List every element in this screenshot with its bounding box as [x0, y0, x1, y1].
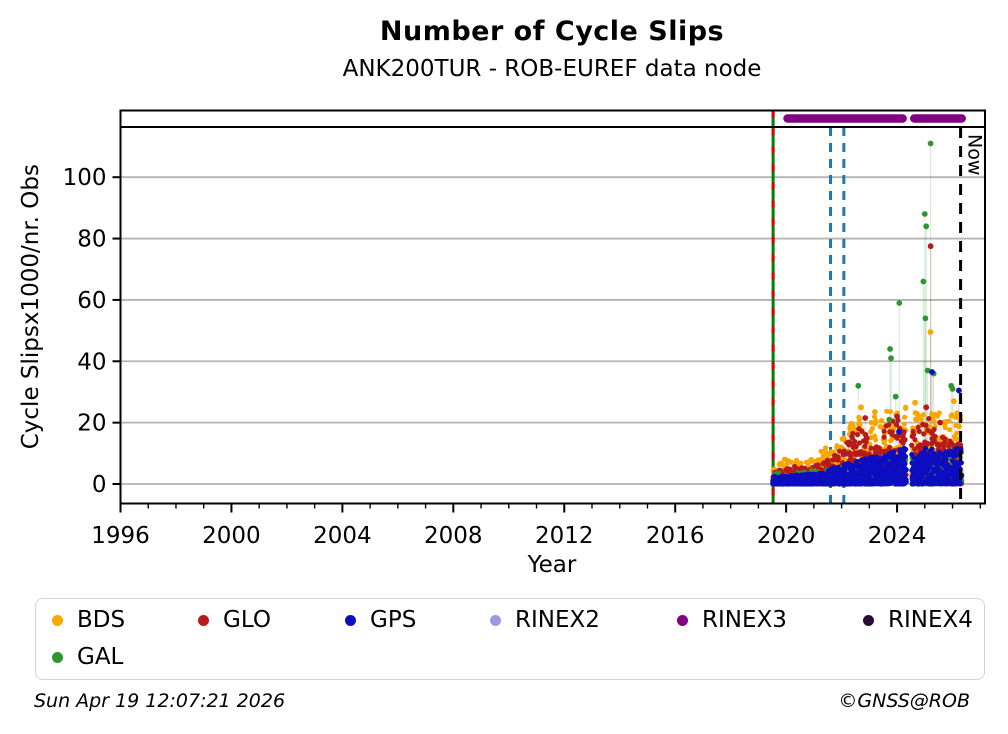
scatter-plot: Now 1996 2000 2004 2008 2012 2016 2020 2024 0 20 40… — [63, 109, 986, 549]
rinex2-marker-icon — [490, 614, 501, 626]
y-tick-label-80: 80 — [77, 227, 106, 253]
outlier-glo — [894, 413, 900, 420]
legend-item-gps: GPS — [345, 605, 416, 635]
plot-timestamp: Sun Apr 19 12:07:21 2026 — [34, 690, 286, 712]
outlier-bds — [927, 329, 934, 335]
outlier-gal — [921, 211, 928, 217]
y-tick-label-100: 100 — [63, 165, 107, 191]
gps-marker-icon — [345, 614, 356, 626]
outlier-bds — [912, 399, 918, 406]
page-subtitle: ANK200TUR - ROB-EUREF data node — [342, 56, 762, 82]
x-tick-label-2016: 2016 — [646, 523, 705, 549]
outlier-glo — [927, 243, 934, 250]
outlier-bds — [951, 398, 957, 405]
outlier-gal — [927, 140, 934, 147]
x-tick-label-2024: 2024 — [868, 523, 927, 549]
x-tick-label-1996: 1996 — [91, 523, 150, 549]
outlier-gal — [886, 416, 893, 423]
legend-item-rinex3: RINEX3 — [677, 605, 787, 635]
legend-item-glo: GLO — [198, 605, 271, 635]
bds-marker-icon — [52, 614, 63, 626]
outlier-bds — [872, 409, 878, 415]
x-tick-label-2012: 2012 — [535, 523, 594, 549]
x-tick-label-2004: 2004 — [313, 523, 372, 549]
legend-item-rinex4: RINEX4 — [863, 605, 973, 635]
legend-item-rinex2: RINEX2 — [490, 605, 600, 635]
gal-marker-icon — [52, 651, 63, 663]
now-label: Now — [964, 134, 986, 175]
outlier-gal — [892, 393, 899, 400]
outlier-glo — [937, 419, 943, 426]
legend-item-bds: BDS — [52, 605, 125, 635]
outlier-gal — [922, 315, 929, 322]
legend-item-gal: GAL — [52, 642, 123, 672]
y-tick-label-20: 20 — [77, 411, 106, 437]
outlier-gal — [888, 355, 894, 362]
rinex4-marker-icon — [863, 614, 874, 626]
chart-legend: BDS GLO GPS RINEX2 RINEX3 RINEX4 GAL — [35, 598, 985, 680]
y-tick-label-40: 40 — [77, 349, 106, 375]
page-title: Number of Cycle Slips — [379, 16, 725, 47]
outlier-gal — [920, 278, 927, 285]
y-tick-label-0: 0 — [92, 472, 107, 498]
outlier-gal — [923, 223, 930, 230]
x-axis-label: Year — [527, 552, 577, 578]
x-tick-label-2020: 2020 — [757, 523, 816, 549]
plot-frame — [119, 109, 986, 505]
outlier-gal — [924, 367, 931, 374]
copyright-credit: ©GNSS@ROB — [838, 690, 970, 712]
outlier-glo — [862, 415, 869, 421]
scatter-points — [770, 140, 965, 487]
outlier-gal — [887, 346, 893, 352]
x-tick-label-2008: 2008 — [424, 523, 483, 549]
outlier-gal — [855, 382, 862, 389]
x-tick-label-2000: 2000 — [202, 523, 261, 549]
legend-label-glo: GLO — [223, 607, 271, 633]
legend-label-gps: GPS — [370, 607, 417, 633]
outlier-gps — [929, 369, 935, 375]
rinex3-marker-icon — [677, 614, 688, 626]
legend-label-gal: GAL — [77, 644, 124, 670]
outlier-gps — [956, 387, 962, 394]
y-tick-label-60: 60 — [77, 288, 106, 314]
legend-label-rinex4: RINEX4 — [888, 607, 973, 633]
outlier-gps — [896, 428, 902, 435]
outlier-glo — [923, 404, 930, 411]
legend-label-bds: BDS — [77, 607, 126, 633]
legend-label-rinex3: RINEX3 — [702, 607, 787, 633]
outlier-gal — [949, 386, 956, 392]
glo-marker-icon — [198, 614, 209, 626]
outlier-gal — [896, 300, 903, 306]
legend-label-rinex2: RINEX2 — [515, 607, 600, 633]
outlier-bds — [858, 404, 864, 411]
